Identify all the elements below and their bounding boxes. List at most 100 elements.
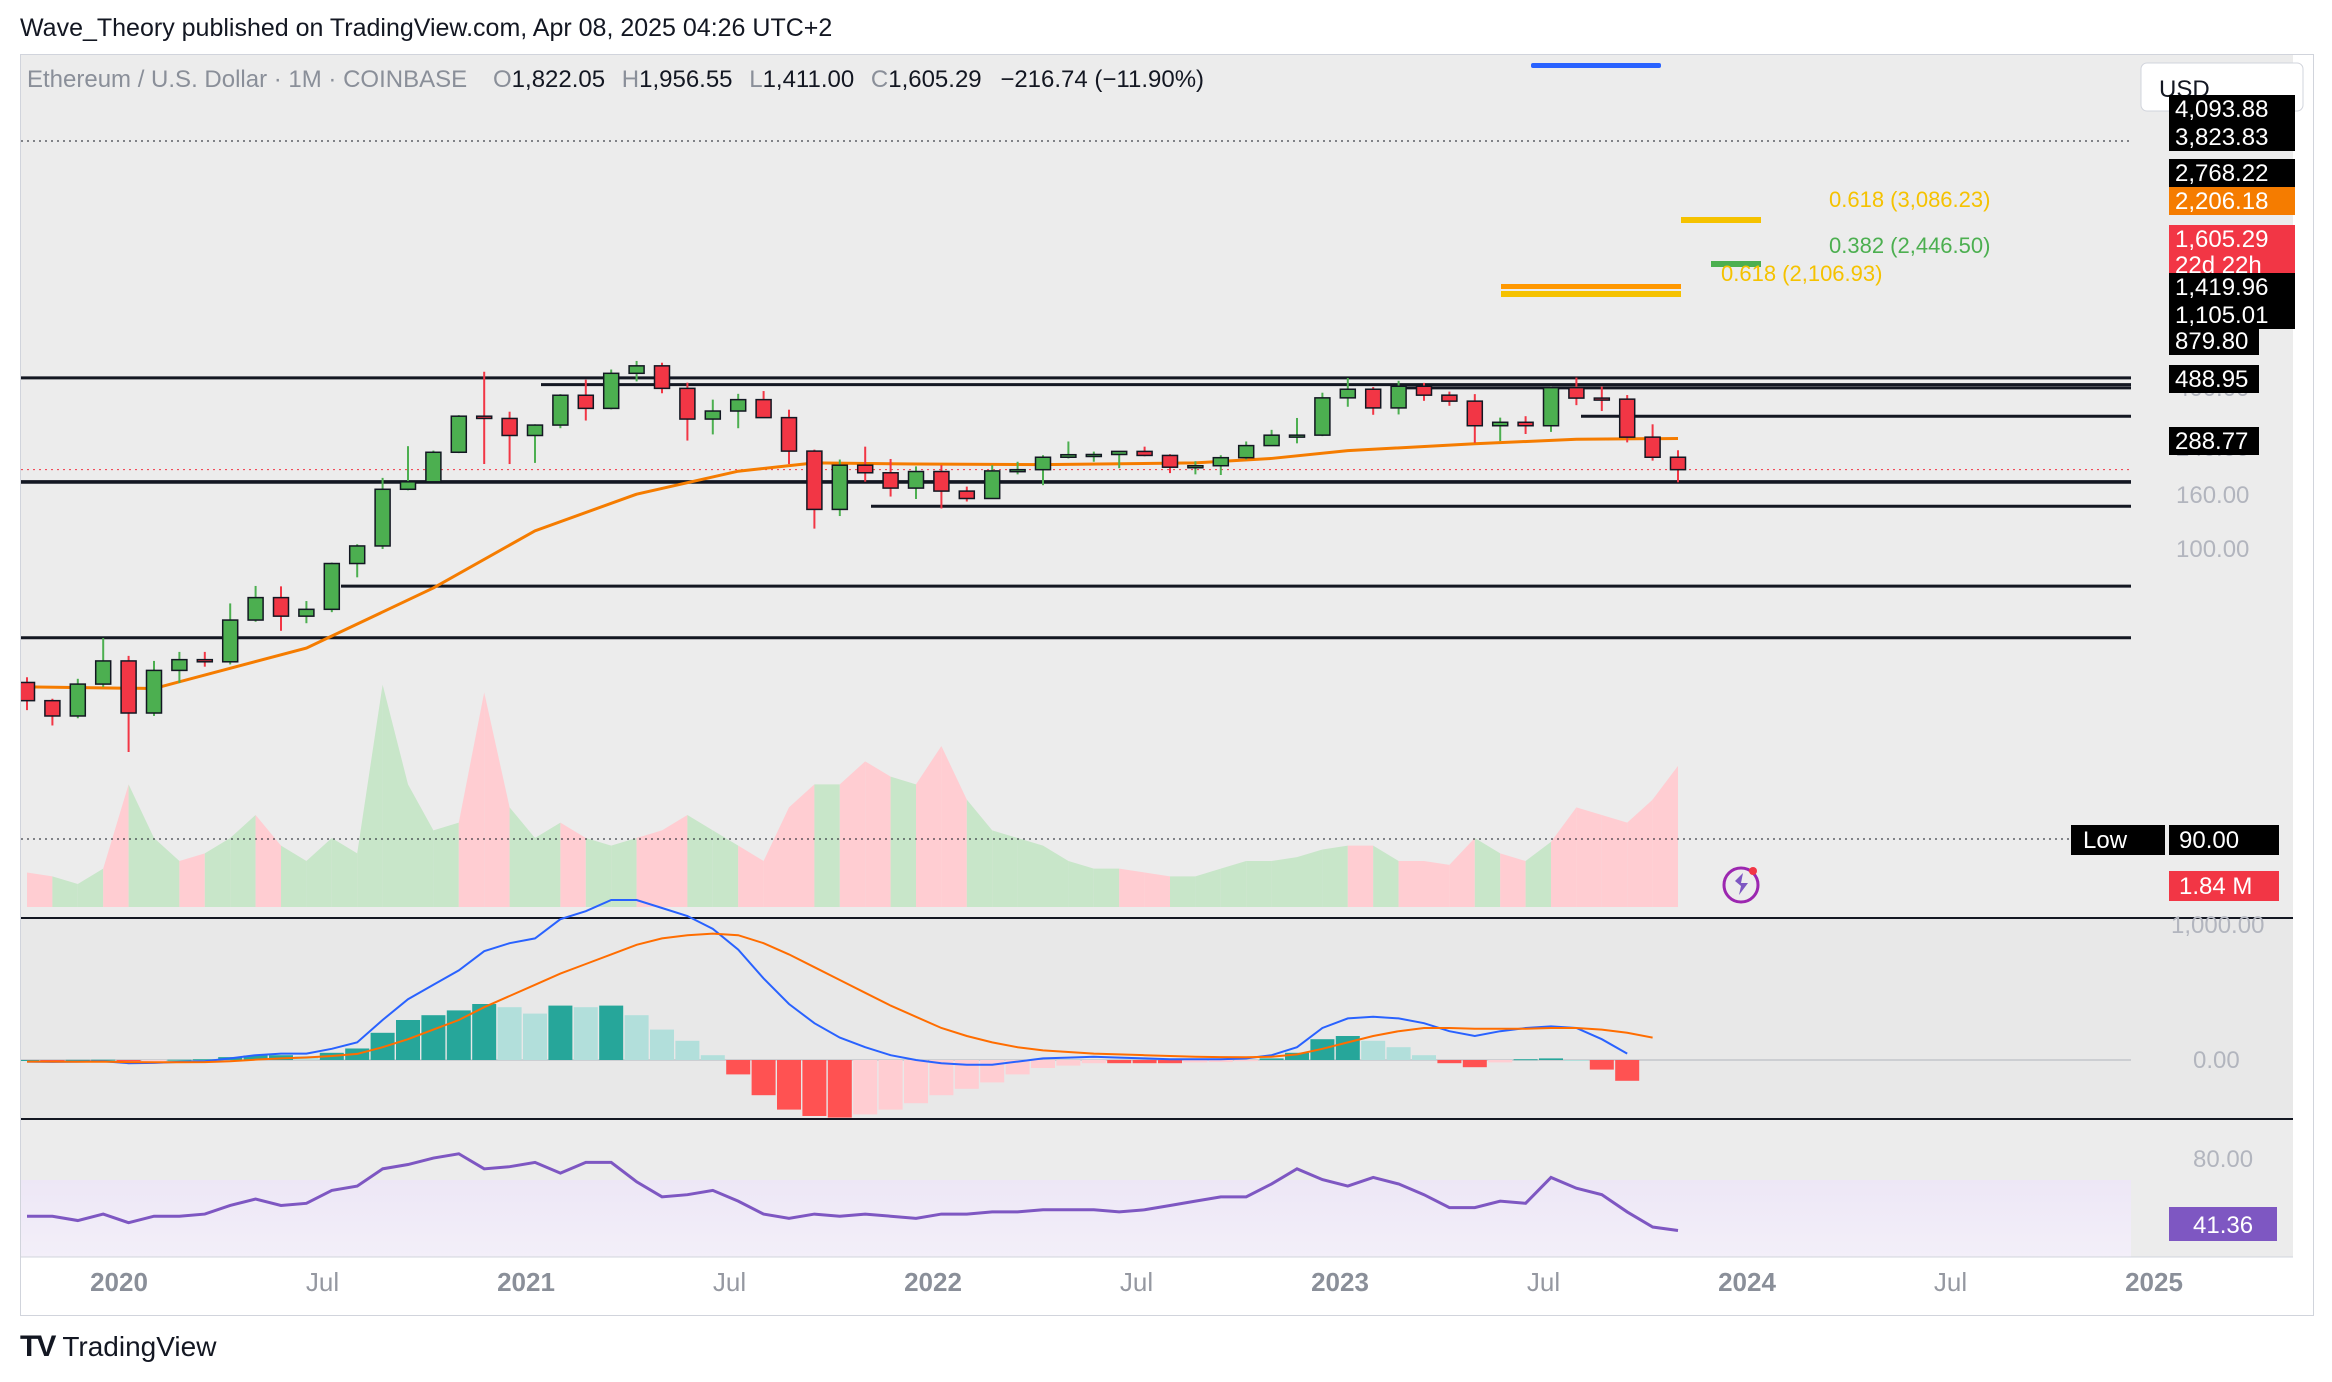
volume-area-segment [128,784,154,907]
macd-histogram-bar [675,1040,700,1060]
fib-line-green [1711,261,1761,267]
volume-area-segment [1500,853,1526,907]
volume-area-segment [1449,838,1475,907]
candle-body [882,472,899,489]
candle-body [425,451,442,483]
price-label-badge [2169,187,2295,215]
fib-line-orange [1681,217,1761,223]
macd-histogram-bar [751,1060,776,1096]
time-axis-tick: 2020 [90,1267,148,1297]
candle-body [1237,444,1255,459]
fib-label: 0.382 (2,446.50) [1829,233,1990,258]
trading-chart[interactable]: 0.618 (3,086.23) 0.382 (2,446.50) 0.618 … [21,55,2313,1315]
volume-area-segment [1271,857,1297,907]
candle-body [1644,436,1661,458]
candle-body [1364,388,1382,409]
volume-area-segment [992,830,1018,907]
macd-histogram-bar [904,1060,928,1104]
price-axis-tick: 100.00 [2176,536,2249,563]
macd-histogram-bar [1285,1052,1309,1060]
tradingview-logo[interactable]: TV TradingView [20,1330,216,1364]
candle-body [94,660,112,685]
price-label-value: 2,206.18 [2175,188,2268,215]
rsi-band [21,1180,2131,1257]
fib-label: 0.618 (2,106.93) [1721,261,1882,286]
macd-histogram-bar [599,1005,624,1060]
candle-body [399,481,417,491]
volume-area-segment [1068,861,1094,907]
candle-body [221,619,239,663]
fib-label: 0.618 (3,086.23) [1829,187,1990,212]
candle-body [374,488,391,547]
macd-histogram-bar [1031,1060,1055,1068]
macd-histogram-bar [421,1015,446,1060]
macd-histogram-bar [65,1059,90,1061]
volume-area-segment [941,746,967,907]
candle-body [21,681,36,702]
candle-body [602,372,620,410]
macd-histogram-bar [1132,1060,1157,1064]
legend-l-value: 1,411.00 [763,66,855,93]
price-label-value: 3,823.83 [2175,124,2268,151]
time-axis-tick: Jul [713,1267,746,1297]
volume-area-segment [814,784,840,907]
legend-h-value: 1,956.55 [639,66,732,93]
price-label-badge [2169,123,2295,151]
volume-area-segment [1195,868,1221,907]
candle-body [196,658,214,663]
candle-body [755,398,772,419]
fib-line-orange [1501,284,1681,289]
macd-histogram-bar [1208,1060,1233,1063]
replay-icon[interactable] [1722,866,1760,904]
candle-body [983,470,1001,500]
macd-histogram-bar [167,1059,192,1061]
volume-area-segment [1220,861,1247,907]
macd-histogram-bar [1056,1060,1081,1066]
macd-histogram-bar [1234,1060,1259,1062]
price-label-value: 4,093.88 [2175,96,2268,123]
volume-area-segment [382,684,408,907]
volume-area-segment [1474,838,1501,907]
macd-histogram-bar [1081,1060,1106,1064]
price-label-value: 2,768.22 [2175,160,2268,187]
price-label-badge [2169,159,2295,187]
candle-body [1085,453,1103,458]
scroll-indicator[interactable] [1531,63,1661,68]
volume-area-segment [1119,868,1145,907]
candle-body [907,470,925,489]
volume-area-segment [204,838,231,907]
macd-histogram-bar [1564,1060,1589,1061]
volume-area-segment [687,815,713,907]
volume-area-segment [789,784,815,907]
macd-histogram-bar [1158,1060,1182,1064]
macd-pane-bg [21,919,2293,1118]
volume-area-segment [1398,861,1424,907]
candle-body [1161,454,1179,468]
volume-area-segment [27,872,53,907]
volume-area-segment [662,815,688,907]
macd-histogram-bar [192,1059,217,1061]
volume-area-segment [306,838,332,907]
candle-body [653,365,671,390]
macd-histogram-bar [91,1059,116,1061]
macd-histogram-bar [1183,1060,1208,1063]
candle-body [552,394,569,426]
volume-area-segment [1424,861,1450,907]
legend-l-label: L [749,66,762,93]
volume-area-segment [763,807,789,907]
price-label-badge [2169,225,2295,279]
candle-body [1060,453,1077,458]
macd-histogram-bar [21,1060,39,1061]
volume-area-segment [103,784,129,907]
macd-histogram-bar [1386,1047,1411,1060]
volume-area-segment [1525,841,1551,907]
macd-histogram-bar [548,1005,573,1060]
candle-body [171,658,188,672]
price-label-value: 879.80 [2175,328,2248,355]
signal-line [27,932,1653,1064]
time-axis-tick: 2022 [904,1267,962,1297]
macd-histogram-bar [827,1060,852,1118]
price-label-value: 288.77 [2175,428,2248,455]
symbol-legend[interactable]: Ethereum / U.S. Dollar · 1M · COINBASE [27,66,467,93]
horizontal-levels [21,140,2131,840]
